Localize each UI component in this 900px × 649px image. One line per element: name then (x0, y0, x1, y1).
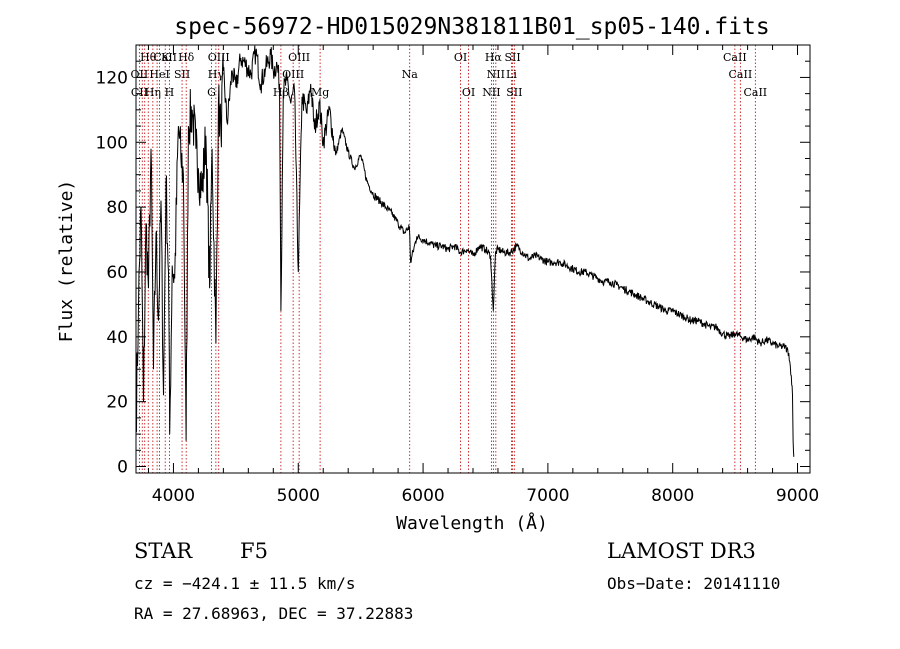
survey-name: LAMOST DR3 (607, 539, 756, 563)
line-label: CaII (153, 51, 177, 64)
y-tick-label: 20 (106, 393, 128, 413)
line-label: CaII (729, 68, 753, 81)
line-label: OII (131, 68, 149, 81)
y-tick-label: 60 (106, 263, 128, 283)
x-tick-label: 5000 (277, 486, 320, 506)
line-label: SII (506, 86, 522, 99)
line-label: Li (506, 68, 517, 81)
line-label: CaII (743, 86, 767, 99)
y-tick-label: 80 (106, 198, 128, 218)
x-tick-label: 4000 (152, 486, 195, 506)
x-axis-label: Wavelength (Å) (396, 512, 548, 534)
y-tick-label: 0 (117, 458, 128, 478)
line-label: Hα (485, 51, 503, 64)
y-axis-ticks: 0 20 40 60 80 100 120 (96, 60, 810, 478)
y-tick-label: 120 (96, 68, 128, 88)
coordinates: RA = 27.68963, DEC = 37.22883 (134, 604, 414, 623)
line-label: Hγ (208, 68, 225, 81)
x-axis-ticks: 4000 5000 6000 7000 8000 9000 (147, 45, 819, 506)
line-label: OIII (208, 51, 230, 64)
line-label: K (161, 51, 170, 64)
line-label: Hδ (178, 51, 195, 64)
line-label: Hβ (273, 86, 289, 99)
line-label: Hη (145, 86, 161, 99)
object-subclass: F5 (240, 539, 268, 563)
redshift-cz: cz = −424.1 ± 11.5 km/s (134, 574, 356, 593)
line-label: NII (487, 68, 505, 81)
line-label: OIII (288, 51, 310, 64)
y-axis-label: Flux (relative) (56, 180, 77, 343)
line-label: HeI (149, 68, 169, 81)
line-label: SII (504, 51, 520, 64)
line-label: OI (462, 86, 475, 99)
chart-title: spec-56972-HD015029N381811B01_sp05-140.f… (174, 14, 769, 40)
spectrum-line (135, 45, 795, 457)
line-label: CII (131, 86, 148, 99)
y-tick-label: 40 (106, 328, 128, 348)
plot-frame (135, 44, 811, 474)
y-tick-label: 100 (96, 133, 128, 153)
line-label: NII (482, 86, 500, 99)
line-label: H (165, 86, 175, 99)
x-tick-label: 7000 (526, 486, 569, 506)
line-label: CaII (723, 51, 747, 64)
line-label: SII (174, 68, 190, 81)
x-tick-label: 6000 (401, 486, 444, 506)
line-label: G (207, 86, 216, 99)
line-label: Mg (311, 86, 329, 99)
emission-line-marks (138, 45, 756, 473)
observation-date: Obs−Date: 20141110 (607, 574, 781, 593)
object-class: STAR (134, 539, 193, 563)
line-label: Na (402, 68, 419, 81)
x-tick-label: 9000 (776, 486, 819, 506)
line-label: Hθ (140, 51, 157, 64)
line-label: OI (454, 51, 467, 64)
x-tick-label: 8000 (651, 486, 694, 506)
spectrum-chart: spec-56972-HD015029N381811B01_sp05-140.f… (56, 14, 819, 534)
